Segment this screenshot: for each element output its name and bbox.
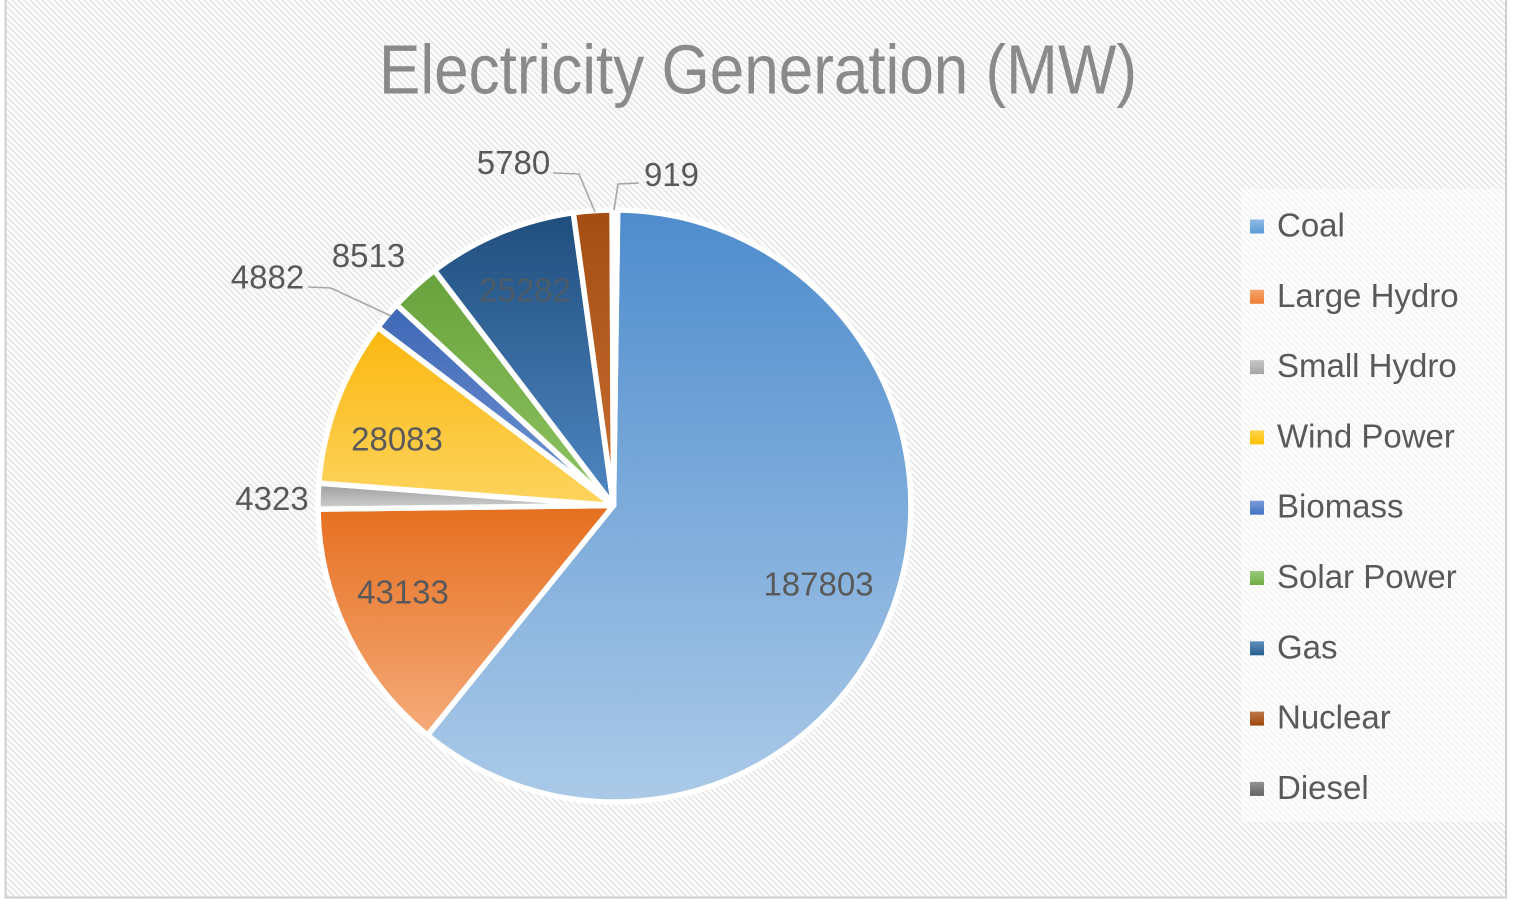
svg-text:28083: 28083 — [351, 421, 443, 458]
svg-text:25282: 25282 — [479, 272, 571, 309]
svg-text:Biomass: Biomass — [1277, 488, 1404, 525]
svg-text:Large Hydro: Large Hydro — [1277, 277, 1459, 314]
svg-text:Nuclear: Nuclear — [1277, 699, 1391, 736]
svg-text:Diesel: Diesel — [1277, 769, 1369, 806]
svg-text:5780: 5780 — [477, 144, 550, 181]
svg-text:Gas: Gas — [1277, 628, 1338, 665]
svg-text:4323: 4323 — [235, 480, 308, 517]
svg-text:43133: 43133 — [357, 574, 449, 611]
svg-text:Small Hydro: Small Hydro — [1277, 347, 1457, 384]
svg-text:Wind Power: Wind Power — [1277, 417, 1455, 454]
svg-text:187803: 187803 — [763, 566, 873, 603]
svg-text:Solar Power: Solar Power — [1277, 558, 1457, 595]
svg-text:8513: 8513 — [332, 237, 405, 274]
svg-text:919: 919 — [644, 156, 699, 193]
svg-text:Coal: Coal — [1277, 207, 1345, 244]
svg-text:Electricity Generation (MW): Electricity Generation (MW) — [379, 31, 1137, 109]
svg-text:4882: 4882 — [231, 259, 304, 296]
